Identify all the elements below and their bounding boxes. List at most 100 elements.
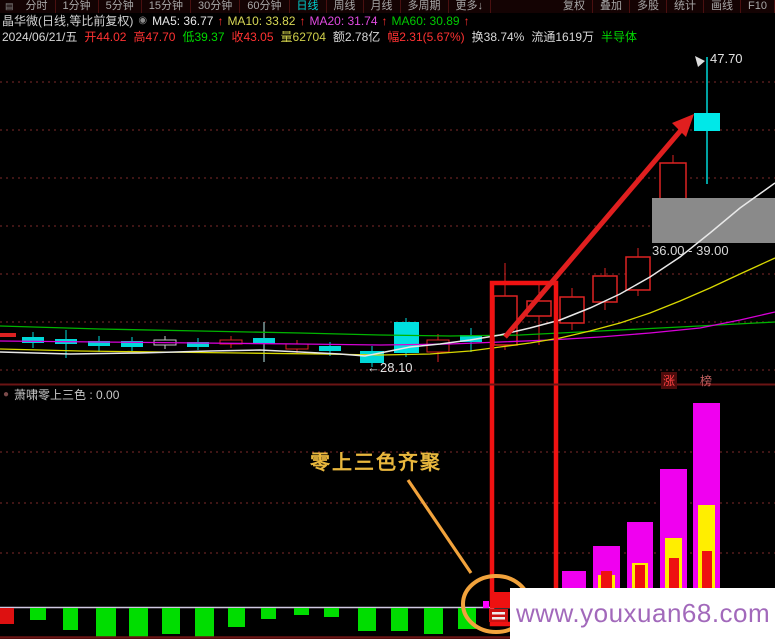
tab-1min[interactable]: 1分钟 — [56, 0, 99, 13]
peak-marker — [695, 56, 705, 67]
hist-bar — [30, 608, 46, 620]
ma60-line — [0, 321, 775, 337]
signal-bar-up — [490, 592, 510, 608]
signal-dash — [492, 612, 505, 615]
hist-bar — [195, 608, 214, 638]
toolbar-right-group: 复权 叠加 多股 统计 画线 F10 — [556, 0, 775, 13]
candle — [253, 338, 275, 344]
tab-daily[interactable]: 日线 — [290, 0, 327, 13]
quote-amount: 额2.78亿 — [332, 29, 381, 44]
quote-volume: 量62704 — [280, 29, 326, 44]
range-price-label: 36.00 - 39.00 — [652, 243, 729, 258]
column-red — [702, 551, 712, 590]
tab-weekly[interactable]: 周线 — [327, 0, 364, 13]
candle — [219, 339, 243, 345]
hist-bar — [96, 608, 116, 638]
quote-close: 收43.05 — [231, 29, 274, 44]
signal-bar-down — [489, 609, 508, 622]
app-grid-icon: ▤ — [5, 1, 14, 11]
trough-price-label: ←28.10 — [367, 360, 413, 375]
button-statistics[interactable]: 统计 — [667, 0, 705, 13]
ma60-value: MA60: 30.89 — [391, 13, 460, 28]
column-magenta — [562, 571, 586, 590]
signal-tick — [483, 601, 489, 608]
tab-monthly[interactable]: 月线 — [364, 0, 401, 13]
candle — [285, 343, 309, 350]
quote-sector: 半导体 — [601, 29, 638, 44]
ma5-line — [0, 182, 775, 357]
hist-bar — [324, 608, 339, 617]
quote-turnover: 换38.74% — [471, 29, 525, 44]
candle — [187, 342, 209, 347]
hist-bar — [358, 608, 376, 631]
three-color-annotation: 零上三色齐聚 — [310, 452, 442, 474]
tab-60min[interactable]: 60分钟 — [240, 0, 290, 13]
hist-bar — [294, 608, 309, 615]
candle — [625, 256, 651, 291]
ma5-up-arrow-icon: ↑ — [217, 13, 224, 28]
button-f10[interactable]: F10 — [741, 0, 775, 13]
hist-bar — [424, 608, 443, 634]
ma10-value: MA10: 33.82 — [227, 13, 296, 28]
watermark: www.youxuan68.com — [510, 588, 775, 639]
ma10-up-arrow-icon: ↑ — [299, 13, 306, 28]
candle — [22, 337, 44, 343]
period-toolbar: ▤ 分时 1分钟 5分钟 15分钟 30分钟 60分钟 日线 周线 月线 多周期… — [0, 0, 775, 14]
column-red — [669, 558, 679, 590]
callout-arrow — [406, 479, 473, 574]
ma20-line — [0, 311, 775, 346]
tag-zhang-button[interactable]: 涨 — [661, 372, 678, 389]
candle — [426, 339, 450, 353]
ma10-line — [0, 257, 775, 356]
quote-float-shares: 流通1619万 — [531, 29, 595, 44]
tab-multi-period[interactable]: 多周期 — [401, 0, 449, 13]
candle — [694, 113, 720, 131]
quote-row: 2024/06/21/五 开44.02 高47.70 低39.37 收43.05… — [0, 28, 775, 44]
candle — [493, 295, 518, 346]
ma5-value: MA5: 36.77 — [152, 13, 214, 28]
indicator-panel-header: ● 萧啸零上三色 : 0.00 — [3, 386, 119, 403]
hist-bar — [129, 608, 148, 638]
hist-bar — [162, 608, 180, 634]
ma20-up-arrow-icon: ↑ — [381, 13, 388, 28]
ma20-value: MA20: 31.74 — [309, 13, 378, 28]
hist-bar — [63, 608, 78, 630]
hist-bar — [391, 608, 408, 631]
candle — [88, 341, 110, 346]
trend-arrow-line — [503, 127, 684, 339]
candle — [460, 335, 482, 342]
peak-price-label: 47.70 — [710, 51, 743, 66]
tab-more[interactable]: 更多↓ — [449, 0, 492, 13]
quote-date: 2024/06/21/五 — [2, 29, 78, 44]
candle — [121, 341, 143, 347]
indicator-title: 萧啸零上三色 : 0.00 — [14, 388, 120, 402]
stock-info-row: 晶华微(日线,等比前复权) ◉ MA5: 36.77 ↑ MA10: 33.82… — [0, 13, 775, 28]
quote-change: 幅2.31(5.67%) — [387, 29, 465, 44]
ma60-up-arrow-icon: ↑ — [463, 13, 470, 28]
tab-5min[interactable]: 5分钟 — [99, 0, 142, 13]
tab-30min[interactable]: 30分钟 — [191, 0, 241, 13]
button-adjust-price[interactable]: 复权 — [556, 0, 594, 13]
button-multi-stock[interactable]: 多股 — [630, 0, 668, 13]
quote-high: 高47.70 — [133, 29, 176, 44]
tab-15min[interactable]: 15分钟 — [142, 0, 192, 13]
button-draw-line[interactable]: 画线 — [704, 0, 742, 13]
candle — [592, 275, 618, 303]
candle — [319, 346, 341, 351]
stock-title: 晶华微(日线,等比前复权) — [2, 14, 134, 28]
candle — [659, 162, 687, 201]
button-overlay[interactable]: 叠加 — [593, 0, 631, 13]
quote-open: 开44.02 — [84, 29, 127, 44]
tag-bang-button[interactable]: 榜 — [700, 374, 713, 388]
indicator-dot-icon: ● — [3, 389, 10, 400]
status-dot-icon: ◉ — [138, 15, 148, 26]
hist-bar — [261, 608, 276, 619]
hist-bar — [228, 608, 245, 627]
price-range-box — [652, 198, 775, 243]
signal-dash — [492, 617, 505, 620]
tab-intraday[interactable]: 分时 — [19, 0, 56, 13]
quote-low: 低39.37 — [182, 29, 225, 44]
column-red — [601, 571, 612, 590]
